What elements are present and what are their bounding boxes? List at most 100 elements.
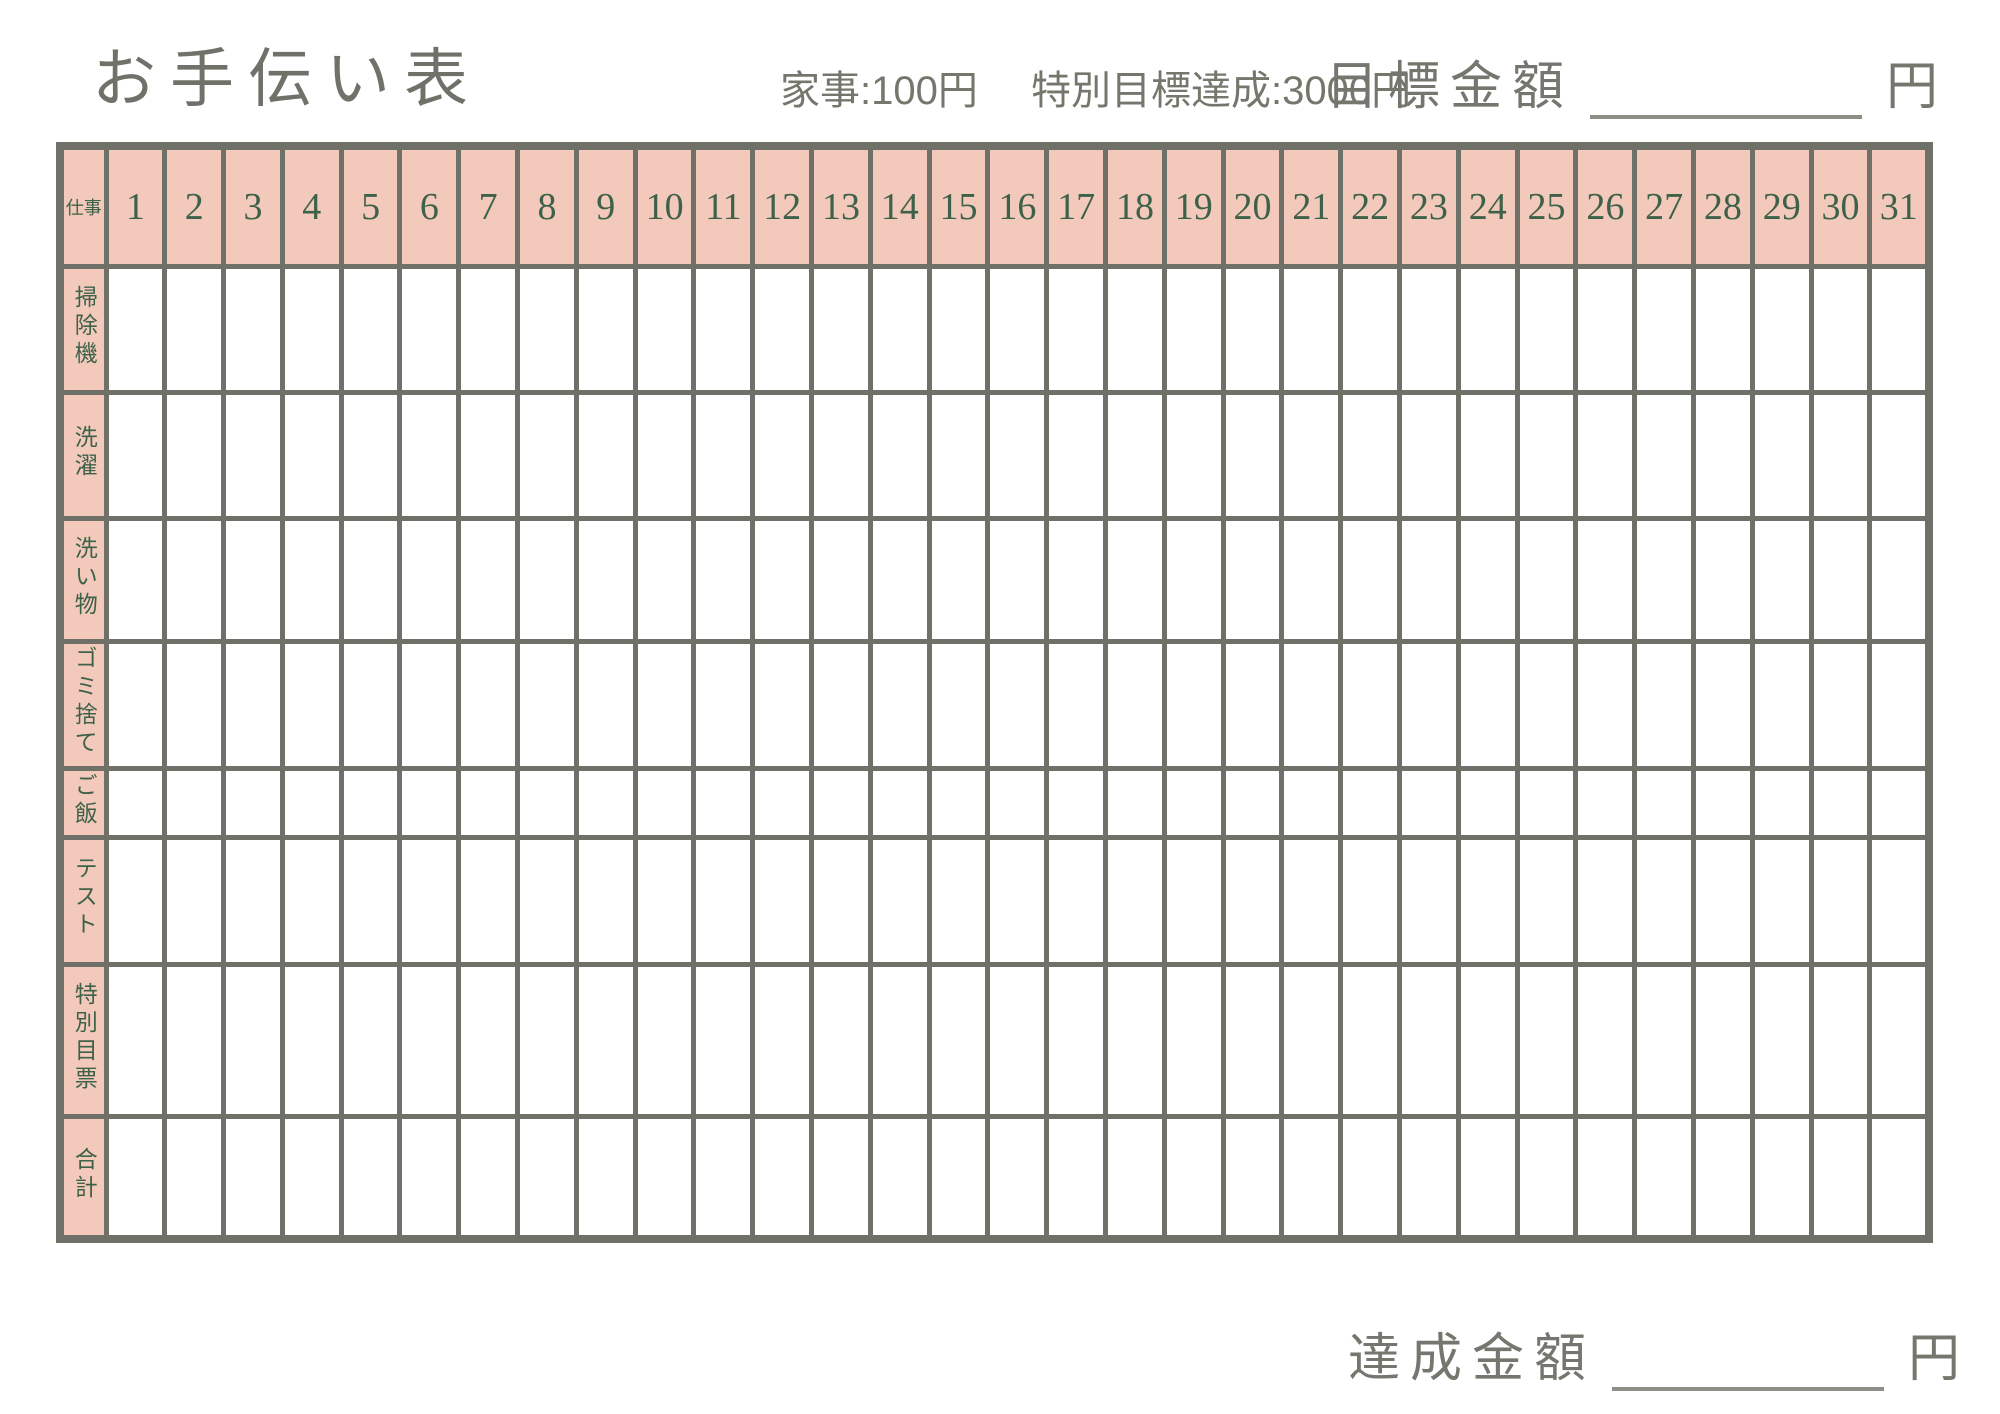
day-cell[interactable] bbox=[1220, 961, 1285, 1120]
day-cell[interactable] bbox=[750, 766, 815, 841]
day-cell[interactable] bbox=[1691, 835, 1755, 967]
day-cell[interactable] bbox=[456, 638, 521, 772]
day-cell[interactable] bbox=[1220, 638, 1285, 772]
day-cell[interactable] bbox=[515, 263, 579, 395]
day-cell[interactable] bbox=[1455, 766, 1520, 841]
day-cell[interactable] bbox=[1573, 961, 1638, 1120]
day-cell[interactable] bbox=[1514, 263, 1579, 395]
day-cell[interactable] bbox=[1397, 638, 1461, 772]
day-cell[interactable] bbox=[750, 961, 815, 1120]
day-cell[interactable] bbox=[103, 961, 168, 1120]
day-cell[interactable] bbox=[221, 638, 285, 772]
day-cell[interactable] bbox=[1867, 961, 1932, 1120]
day-cell[interactable] bbox=[1808, 638, 1873, 772]
day-cell[interactable] bbox=[397, 389, 462, 522]
day-cell[interactable] bbox=[809, 263, 873, 395]
day-cell[interactable] bbox=[1691, 263, 1755, 395]
day-cell[interactable] bbox=[1397, 1114, 1461, 1242]
day-cell[interactable] bbox=[1573, 1114, 1638, 1242]
day-cell[interactable] bbox=[456, 766, 521, 841]
day-cell[interactable] bbox=[1044, 516, 1109, 644]
day-cell[interactable] bbox=[1220, 263, 1285, 395]
day-cell[interactable] bbox=[1338, 835, 1403, 967]
achieved-amount-blank[interactable] bbox=[1611, 1339, 1884, 1391]
day-cell[interactable] bbox=[162, 389, 227, 522]
day-cell[interactable] bbox=[632, 1114, 697, 1242]
day-cell[interactable] bbox=[338, 1114, 403, 1242]
day-cell[interactable] bbox=[221, 263, 285, 395]
day-cell[interactable] bbox=[1691, 638, 1755, 772]
day-cell[interactable] bbox=[750, 516, 815, 644]
day-cell[interactable] bbox=[456, 516, 521, 644]
day-cell[interactable] bbox=[1455, 961, 1520, 1120]
day-cell[interactable] bbox=[1279, 263, 1344, 395]
day-cell[interactable] bbox=[1573, 766, 1638, 841]
day-cell[interactable] bbox=[397, 835, 462, 967]
day-cell[interactable] bbox=[1279, 961, 1344, 1120]
day-cell[interactable] bbox=[1573, 389, 1638, 522]
day-cell[interactable] bbox=[1808, 961, 1873, 1120]
day-cell[interactable] bbox=[1749, 835, 1814, 967]
day-cell[interactable] bbox=[691, 766, 756, 841]
day-cell[interactable] bbox=[1455, 516, 1520, 644]
day-cell[interactable] bbox=[456, 961, 521, 1120]
day-cell[interactable] bbox=[1161, 516, 1226, 644]
day-cell[interactable] bbox=[1749, 638, 1814, 772]
day-cell[interactable] bbox=[162, 263, 227, 395]
day-cell[interactable] bbox=[1514, 766, 1579, 841]
day-cell[interactable] bbox=[1103, 1114, 1167, 1242]
day-cell[interactable] bbox=[1632, 389, 1697, 522]
day-cell[interactable] bbox=[338, 516, 403, 644]
day-cell[interactable] bbox=[515, 961, 579, 1120]
day-cell[interactable] bbox=[1103, 389, 1167, 522]
day-cell[interactable] bbox=[1808, 263, 1873, 395]
day-cell[interactable] bbox=[1044, 766, 1109, 841]
day-cell[interactable] bbox=[1279, 638, 1344, 772]
day-cell[interactable] bbox=[1808, 835, 1873, 967]
day-cell[interactable] bbox=[1808, 766, 1873, 841]
day-cell[interactable] bbox=[867, 389, 932, 522]
day-cell[interactable] bbox=[691, 961, 756, 1120]
day-cell[interactable] bbox=[162, 835, 227, 967]
goal-amount-blank[interactable] bbox=[1589, 67, 1862, 119]
day-cell[interactable] bbox=[985, 1114, 1050, 1242]
day-cell[interactable] bbox=[1455, 389, 1520, 522]
day-cell[interactable] bbox=[279, 263, 344, 395]
day-cell[interactable] bbox=[221, 516, 285, 644]
day-cell[interactable] bbox=[926, 835, 991, 967]
day-cell[interactable] bbox=[1220, 766, 1285, 841]
day-cell[interactable] bbox=[279, 389, 344, 522]
day-cell[interactable] bbox=[867, 516, 932, 644]
day-cell[interactable] bbox=[221, 1114, 285, 1242]
day-cell[interactable] bbox=[397, 1114, 462, 1242]
day-cell[interactable] bbox=[515, 766, 579, 841]
day-cell[interactable] bbox=[1103, 961, 1167, 1120]
day-cell[interactable] bbox=[1220, 389, 1285, 522]
day-cell[interactable] bbox=[1103, 263, 1167, 395]
day-cell[interactable] bbox=[456, 389, 521, 522]
day-cell[interactable] bbox=[809, 961, 873, 1120]
day-cell[interactable] bbox=[809, 1114, 873, 1242]
day-cell[interactable] bbox=[515, 1114, 579, 1242]
day-cell[interactable] bbox=[1632, 638, 1697, 772]
day-cell[interactable] bbox=[1808, 516, 1873, 644]
day-cell[interactable] bbox=[867, 835, 932, 967]
day-cell[interactable] bbox=[691, 1114, 756, 1242]
day-cell[interactable] bbox=[1279, 1114, 1344, 1242]
day-cell[interactable] bbox=[985, 961, 1050, 1120]
day-cell[interactable] bbox=[1691, 766, 1755, 841]
day-cell[interactable] bbox=[1338, 766, 1403, 841]
day-cell[interactable] bbox=[691, 263, 756, 395]
day-cell[interactable] bbox=[1455, 638, 1520, 772]
day-cell[interactable] bbox=[279, 1114, 344, 1242]
day-cell[interactable] bbox=[1749, 1114, 1814, 1242]
day-cell[interactable] bbox=[515, 835, 579, 967]
day-cell[interactable] bbox=[1338, 1114, 1403, 1242]
day-cell[interactable] bbox=[632, 638, 697, 772]
day-cell[interactable] bbox=[397, 638, 462, 772]
day-cell[interactable] bbox=[809, 516, 873, 644]
day-cell[interactable] bbox=[397, 766, 462, 841]
day-cell[interactable] bbox=[1749, 263, 1814, 395]
day-cell[interactable] bbox=[1867, 516, 1932, 644]
day-cell[interactable] bbox=[1220, 1114, 1285, 1242]
